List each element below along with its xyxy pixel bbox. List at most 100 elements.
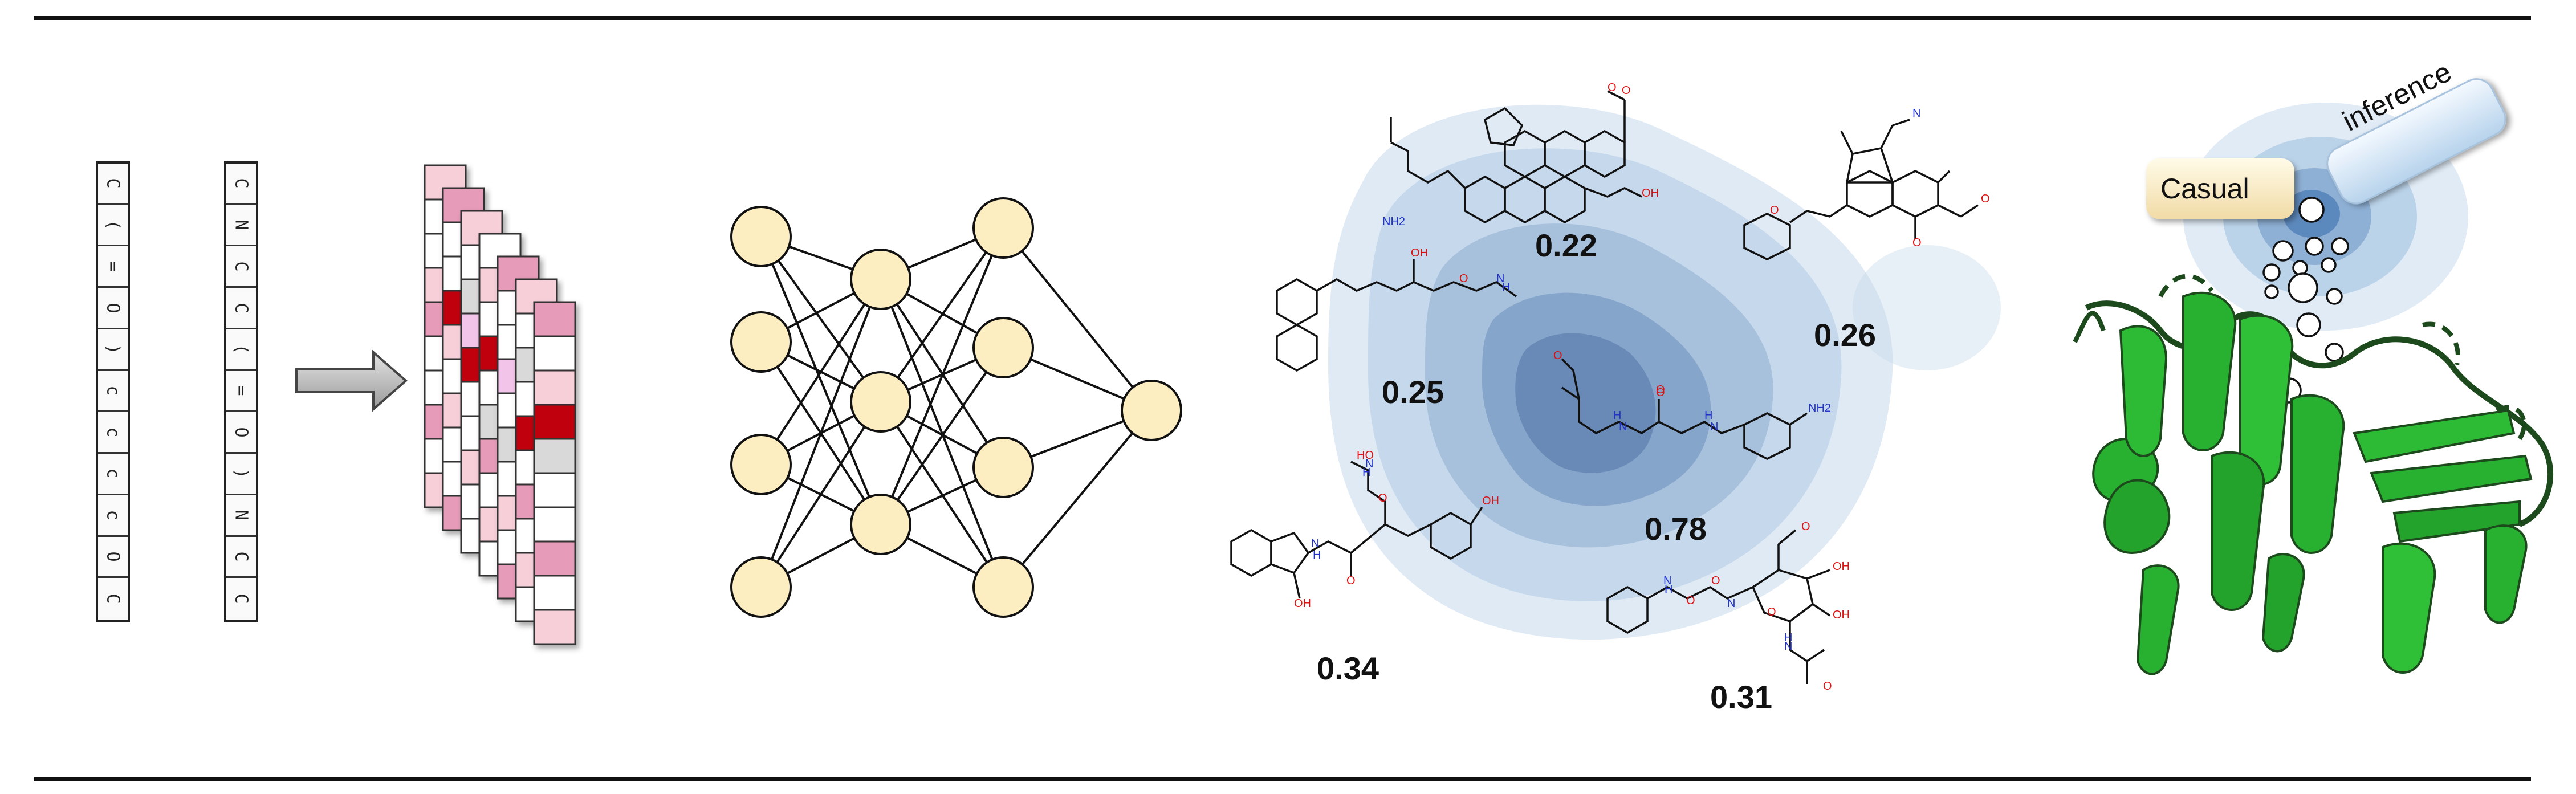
atom-label: H	[1784, 632, 1792, 644]
atom-label: O	[1656, 386, 1665, 399]
smiles-token: N	[226, 205, 256, 247]
atom-label: H	[1313, 549, 1321, 561]
score-label-3: 0.25	[1382, 374, 1444, 410]
atom-label: O	[1767, 606, 1776, 618]
molecule-structures: NH2OOHONOOOOOHHNOOHNOHNNH2HONHONHOOHOHNH…	[1230, 82, 1990, 693]
feature-cell	[533, 335, 576, 372]
atom-label: O	[1981, 193, 1990, 205]
smiles-token: (	[98, 205, 128, 247]
network-node	[730, 556, 792, 618]
atom-label: N	[1496, 272, 1504, 285]
atom-label: O	[1801, 520, 1810, 533]
smiles-token: )	[226, 454, 256, 495]
smiles-token: C	[226, 288, 256, 329]
smiles-token: c	[98, 371, 128, 413]
atom-label: O	[1378, 492, 1387, 504]
atom-label: O	[1553, 349, 1562, 362]
feature-map-layer	[533, 301, 576, 645]
molecule-sugar	[1606, 529, 1830, 684]
atom-label: O	[1656, 384, 1665, 396]
atom-label: NH2	[1808, 402, 1831, 414]
network-edge	[880, 227, 1004, 525]
atom-label: O	[1770, 204, 1779, 217]
score-label-5: 0.34	[1317, 650, 1379, 686]
atom-label: O	[1622, 84, 1631, 97]
atom-label: OH	[1833, 560, 1850, 573]
feature-cell	[533, 369, 576, 406]
top-rule	[34, 16, 2531, 20]
atom-label: N	[1727, 597, 1735, 610]
smiles-token: C	[226, 164, 256, 205]
feature-cell	[533, 540, 576, 577]
network-node	[972, 437, 1034, 498]
atom-label: N	[1912, 107, 1920, 120]
smiles-token: =	[98, 246, 128, 288]
smiles-token: c	[98, 495, 128, 537]
atom-label: N	[1784, 640, 1792, 653]
atom-label: N	[1365, 458, 1373, 470]
smiles-token: N	[226, 495, 256, 537]
score-label-6: 0.31	[1710, 679, 1772, 715]
atom-label: OH	[1642, 187, 1659, 199]
network-edge	[880, 401, 1004, 588]
network-edge	[760, 279, 882, 588]
smiles-token: O	[226, 412, 256, 454]
score-label-4: 0.78	[1645, 511, 1707, 547]
network-edge	[880, 227, 1004, 403]
network-edge	[880, 347, 1004, 526]
smiles-token: O	[98, 288, 128, 329]
conversion-arrow	[295, 349, 408, 412]
feature-map-stack	[424, 164, 576, 645]
atom-label: H	[1613, 409, 1621, 422]
atom-label: NH2	[1382, 215, 1405, 228]
smiles-sequence-column-1: C(= O) c c c c O C	[96, 161, 130, 622]
feature-cell	[533, 301, 576, 337]
smiles-token: )	[98, 329, 128, 371]
smiles-token: O	[98, 537, 128, 579]
feature-cell	[533, 609, 576, 645]
molecule-steroid	[1390, 90, 1642, 224]
atom-label: OH	[1833, 609, 1850, 621]
atom-label: O	[1823, 680, 1832, 693]
feature-cell	[533, 472, 576, 508]
smiles-token: (	[226, 329, 256, 371]
tag-casual	[2146, 158, 2294, 219]
network-node	[730, 434, 792, 495]
atom-label: O	[1686, 595, 1695, 607]
network-node	[850, 494, 911, 555]
feature-cell	[533, 575, 576, 611]
atom-label: N	[1710, 421, 1718, 433]
atom-label: O	[1346, 575, 1356, 587]
feature-cell	[533, 506, 576, 543]
bottom-rule	[34, 777, 2531, 781]
smiles-sequence-column-2: C N C C(= O) N C C	[224, 161, 258, 622]
smiles-token: C	[226, 246, 256, 288]
chemical-space-density	[1328, 104, 2001, 640]
network-node	[850, 249, 911, 310]
network-edge	[760, 401, 882, 588]
atom-label: O	[1912, 237, 1922, 249]
smiles-token: =	[226, 371, 256, 413]
atom-label: O	[1608, 82, 1617, 94]
network-node	[730, 206, 792, 267]
network-edge	[880, 279, 1004, 588]
atom-label: O	[1711, 575, 1720, 587]
atom-label: HO	[1357, 449, 1374, 462]
atom-label: N	[1311, 538, 1319, 550]
network-node	[972, 556, 1034, 618]
atom-label: H	[1665, 583, 1672, 596]
atom-label: N	[1619, 421, 1627, 433]
atom-label: N	[1663, 575, 1671, 587]
atom-label: OH	[1411, 247, 1428, 259]
smiles-token: C	[98, 164, 128, 205]
score-label-2: 0.26	[1814, 317, 1876, 353]
network-edge	[1002, 227, 1153, 412]
network-nodes	[730, 197, 1182, 618]
tag-casual-label: Casual	[2160, 173, 2249, 205]
atom-label: H	[1502, 281, 1510, 294]
atom-label: O	[1459, 272, 1468, 285]
network-node	[972, 197, 1034, 259]
molecule-center	[1561, 358, 1808, 460]
network-connections	[760, 227, 1153, 588]
